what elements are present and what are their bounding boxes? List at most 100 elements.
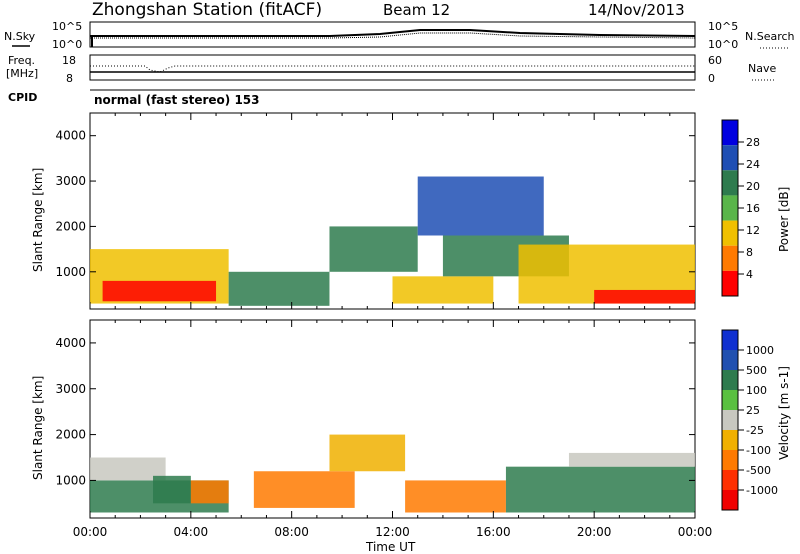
velocity-colorbar-ticks: 1000 500 100 25 -25 -100 -500 -1000 (738, 344, 778, 497)
velocity-region-1 (90, 457, 166, 481)
velocity-x-axis (89, 320, 696, 518)
power-colorbar-tick-label: 12 (746, 224, 760, 237)
velocity-region-6 (405, 480, 506, 513)
velocity-colorbar-swatch (722, 390, 738, 410)
velocity-colorbar-tick-label: 500 (746, 364, 767, 377)
power-region-8 (594, 289, 695, 304)
velocity-y-tick-label: 2000 (55, 428, 86, 442)
time-axis-tick-labels: 00:00 04:00 08:00 12:00 16:00 20:00 00:00 (73, 525, 713, 539)
velocity-colorbar-swatch (722, 430, 738, 450)
freq-panel-frame (89, 54, 696, 81)
velocity-colorbar-swatch (722, 350, 738, 370)
velocity-region-8 (568, 452, 695, 467)
power-region-4 (392, 276, 494, 304)
noise-left-tick-top: 10^5 (52, 20, 82, 33)
freq-right-tick-bottom: 0 (708, 72, 715, 85)
noise-sky-label: N.Sky (4, 30, 36, 43)
velocity-colorbar-swatch (722, 470, 738, 490)
noise-right-tick-top: 10^5 (708, 20, 738, 33)
noise-panel-traces (90, 29, 696, 47)
noise-left-tick-bottom: 10^0 (52, 38, 82, 51)
power-data-layer (90, 176, 695, 306)
time-axis-label: Time UT (365, 540, 416, 554)
velocity-colorbar-tick-label: -500 (746, 464, 771, 477)
velocity-colorbar-swatch (722, 490, 738, 510)
power-colorbar-tick-label: 20 (746, 180, 760, 193)
power-region-3 (329, 226, 418, 272)
power-colorbar-swatch (722, 245, 738, 271)
velocity-data-layer (90, 434, 695, 513)
velocity-colorbar: 1000 500 100 25 -25 -100 -500 -1000 (721, 329, 778, 511)
power-colorbar-tick-label: 24 (746, 158, 760, 171)
noise-search-trace (90, 32, 696, 39)
time-tick-label: 08:00 (274, 525, 309, 539)
noise-sky-trace (90, 29, 696, 37)
power-colorbar-tick-label: 4 (746, 268, 753, 281)
power-colorbar-label: Power [dB] (777, 187, 791, 252)
velocity-y-tick-label: 3000 (55, 382, 86, 396)
velocity-colorbar-tick-label: 100 (746, 384, 767, 397)
power-ylabel: Slant Range [km] (31, 168, 45, 272)
power-colorbar-swatches (722, 120, 738, 296)
cpid-text: normal (fast stereo) 153 (94, 93, 260, 107)
freq-label-line1: Freq. (8, 54, 35, 67)
noise-search-label: N.Search (745, 30, 795, 43)
freq-label-line2: [MHz] (6, 67, 38, 80)
velocity-colorbar-swatches (722, 330, 738, 510)
time-tick-label: 12:00 (375, 525, 410, 539)
power-y-tick-label: 3000 (55, 174, 86, 188)
cpid-label: CPID (8, 91, 37, 104)
power-colorbar-swatch (722, 220, 738, 246)
beam-label: Beam 12 (383, 1, 450, 19)
power-colorbar-tick-label: 16 (746, 202, 760, 215)
time-tick-label: 00:00 (73, 525, 108, 539)
power-y-tick-label: 4000 (55, 129, 86, 143)
velocity-colorbar-swatch (722, 410, 738, 430)
velocity-colorbar-label: Velocity [m s-1] (777, 366, 791, 460)
freq-left-tick-top: 18 (62, 54, 76, 67)
time-tick-label: 20:00 (577, 525, 612, 539)
power-colorbar-swatch (722, 195, 738, 221)
freq-right-tick-top: 60 (708, 54, 722, 67)
nave-trace (90, 65, 695, 73)
station-title: Zhongshan Station (fitACF) (92, 0, 322, 20)
velocity-colorbar-tick-label: 1000 (746, 344, 774, 357)
velocity-colorbar-swatch (722, 370, 738, 390)
velocity-colorbar-tick-label: -1000 (746, 484, 778, 497)
power-y-tick-label: 1000 (55, 265, 86, 279)
power-region-2 (228, 271, 330, 306)
power-colorbar-tick-label: 8 (746, 246, 753, 259)
velocity-region-7 (505, 466, 695, 513)
velocity-colorbar-swatch (722, 330, 738, 350)
freq-panel-traces (90, 65, 695, 73)
velocity-colorbar-swatch (722, 450, 738, 470)
velocity-ylabel: Slant Range [km] (31, 376, 45, 480)
velocity-region-4 (253, 471, 355, 508)
velocity-y-tick-label: 4000 (55, 336, 86, 350)
power-colorbar-ticks: 28 24 20 16 12 8 4 (738, 136, 760, 281)
time-tick-label: 16:00 (476, 525, 511, 539)
velocity-panel: 1000 2000 3000 4000 (55, 319, 696, 519)
power-y-axis: 1000 2000 3000 4000 (55, 129, 695, 279)
velocity-region-3 (190, 480, 229, 504)
velocity-y-tick-label: 1000 (55, 473, 86, 487)
freq-left-tick-bottom: 8 (66, 72, 73, 85)
power-x-axis (89, 113, 696, 309)
power-colorbar-swatch (722, 170, 738, 196)
noise-panel-frame (89, 21, 696, 48)
power-colorbar: 28 24 20 16 12 8 4 (721, 119, 760, 297)
velocity-y-axis: 1000 2000 3000 4000 (55, 336, 695, 487)
date-label: 14/Nov/2013 (588, 1, 685, 19)
velocity-region-5 (329, 434, 406, 472)
velocity-colorbar-tick-label: 25 (746, 404, 760, 417)
time-tick-label: 00:00 (678, 525, 713, 539)
power-region-5 (417, 176, 544, 236)
velocity-colorbar-tick-label: -100 (746, 444, 771, 457)
power-region-1 (102, 280, 217, 302)
noise-right-tick-bottom: 10^0 (708, 38, 738, 51)
power-y-tick-label: 2000 (55, 219, 86, 233)
power-colorbar-swatch (722, 145, 738, 171)
power-panel: 1000 2000 3000 4000 (55, 112, 696, 310)
power-colorbar-swatch (722, 270, 738, 296)
